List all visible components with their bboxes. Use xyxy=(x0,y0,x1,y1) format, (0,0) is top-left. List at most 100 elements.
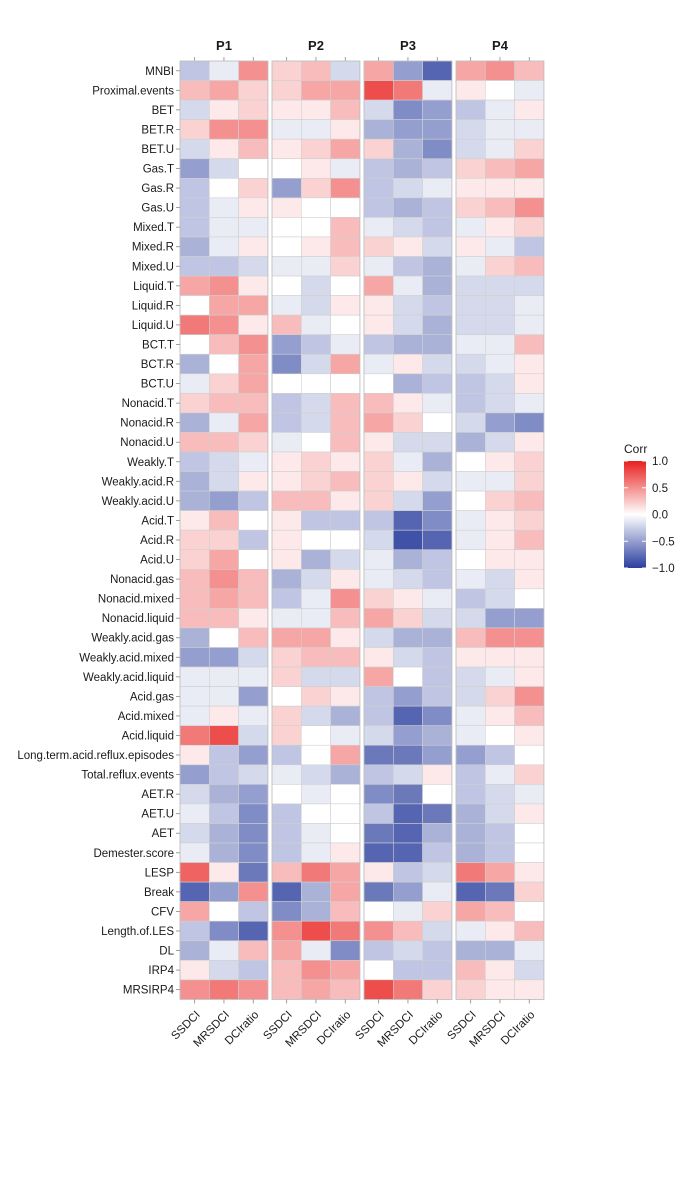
legend-tick-label: −0.5 xyxy=(652,536,675,548)
heatmap-cell xyxy=(300,138,331,160)
row-label: Weakly.acid.mixed xyxy=(79,652,174,664)
row-label: Nonacid.T xyxy=(122,398,174,410)
heatmap-cell xyxy=(514,568,545,590)
heatmap-cell xyxy=(300,353,331,375)
heatmap-cell xyxy=(271,393,302,414)
heatmap-cell xyxy=(300,940,331,961)
heatmap-cell xyxy=(209,940,239,961)
heatmap-cell xyxy=(179,647,210,668)
heatmap-cell xyxy=(392,568,423,590)
heatmap-cell xyxy=(422,725,453,746)
heatmap-cell xyxy=(392,471,423,492)
row-label: Demester.score xyxy=(93,848,174,860)
heatmap-cell xyxy=(238,725,269,746)
heatmap-cell xyxy=(514,686,545,707)
heatmap-cell xyxy=(514,627,545,648)
row-label: Mixed.T xyxy=(133,222,174,234)
heatmap-cell xyxy=(455,80,486,101)
heatmap-cell xyxy=(514,744,545,766)
heatmap-cell xyxy=(422,608,453,629)
row-label: Total.reflux.events xyxy=(81,770,174,782)
heatmap-cell xyxy=(300,295,331,316)
heatmap-cell xyxy=(271,784,302,805)
heatmap-cell xyxy=(300,901,331,922)
heatmap-cell xyxy=(179,666,210,687)
heatmap-cell xyxy=(363,901,394,922)
heatmap-cell xyxy=(330,686,361,707)
heatmap-cell xyxy=(300,920,331,942)
heatmap-cell xyxy=(179,959,210,981)
heatmap-cell xyxy=(455,334,486,355)
heatmap-cell xyxy=(484,471,515,492)
row-label: Length.of.LES xyxy=(101,926,174,938)
heatmap-cell xyxy=(484,588,515,609)
heatmap-cell xyxy=(422,901,453,922)
heatmap-cell xyxy=(392,881,423,902)
heatmap-cell xyxy=(300,842,331,863)
heatmap-cell xyxy=(422,940,453,961)
heatmap-cell xyxy=(330,588,361,609)
heatmap-cell xyxy=(300,412,331,433)
heatmap-cell xyxy=(363,158,394,179)
heatmap-cell xyxy=(363,393,394,414)
heatmap-cell xyxy=(179,490,210,511)
heatmap-cell xyxy=(209,568,239,590)
heatmap-cell xyxy=(300,666,331,687)
heatmap-cell xyxy=(363,647,394,668)
heatmap-cell xyxy=(514,412,545,433)
heatmap-cell xyxy=(271,295,302,316)
heatmap-cell xyxy=(209,314,239,335)
heatmap-cell xyxy=(209,256,239,277)
heatmap-cell xyxy=(484,608,515,629)
row-label: BCT.T xyxy=(142,339,174,351)
heatmap-cell xyxy=(422,314,453,335)
heatmap-cell xyxy=(330,862,361,883)
heatmap-cell xyxy=(300,236,331,257)
heatmap-cell xyxy=(271,588,302,609)
legend-tick-label: 0.0 xyxy=(652,510,668,522)
heatmap-cell xyxy=(238,510,269,531)
heatmap-cell xyxy=(271,666,302,687)
row-label: MRSIRP4 xyxy=(123,985,175,997)
color-legend: Corr 1.0 0.5 0.0 −0.5 −1.0 xyxy=(624,442,675,575)
heatmap-cell xyxy=(514,256,545,277)
heatmap-cell xyxy=(514,608,545,629)
heatmap-cell xyxy=(363,705,394,727)
heatmap-cell xyxy=(271,568,302,590)
heatmap-cell xyxy=(179,705,210,727)
heatmap-cell xyxy=(363,784,394,805)
heatmap-cell xyxy=(484,725,515,746)
heatmap-cell xyxy=(238,393,269,414)
heatmap-cell xyxy=(209,901,239,922)
heatmap-cell xyxy=(179,451,210,472)
heatmap-cell xyxy=(300,823,331,844)
heatmap-cell xyxy=(209,334,239,355)
heatmap-cell xyxy=(363,373,394,394)
heatmap-cell xyxy=(300,959,331,981)
heatmap-cell xyxy=(363,432,394,453)
heatmap-cell xyxy=(484,432,515,453)
row-label: Liquid.U xyxy=(132,320,174,332)
heatmap-cell xyxy=(455,940,486,961)
heatmap-cell xyxy=(514,764,545,785)
heatmap-cell xyxy=(330,705,361,727)
heatmap-cell xyxy=(330,197,361,218)
row-label: Mixed.R xyxy=(132,242,174,254)
heatmap-cell xyxy=(300,803,331,824)
heatmap-cell xyxy=(209,744,239,766)
heatmap-cell xyxy=(179,920,210,942)
heatmap-cell xyxy=(271,803,302,824)
heatmap-cell xyxy=(422,784,453,805)
heatmap-cell xyxy=(209,490,239,511)
heatmap-cell xyxy=(484,412,515,433)
heatmap-cell xyxy=(179,979,210,1000)
heatmap-cell xyxy=(238,705,269,727)
heatmap-cell xyxy=(363,471,394,492)
heatmap-cell xyxy=(271,510,302,531)
heatmap-cell xyxy=(238,217,269,238)
row-label: Gas.U xyxy=(141,203,174,215)
heatmap-cell xyxy=(392,490,423,511)
heatmap-cell xyxy=(392,138,423,160)
heatmap-cell xyxy=(179,314,210,335)
